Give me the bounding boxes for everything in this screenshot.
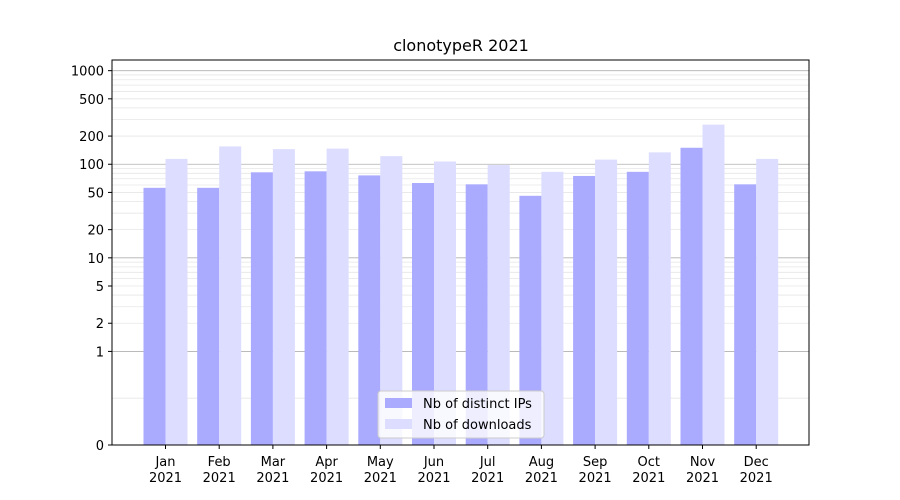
bar-downloads — [165, 158, 188, 446]
legend-label-distinct-ips: Nb of distinct IPs — [423, 397, 532, 412]
x-tick-label-month: Mar — [261, 455, 286, 470]
x-tick-label-month: Oct — [638, 455, 660, 470]
bar-downloads — [380, 156, 403, 445]
legend-swatch-distinct-ips — [385, 398, 412, 408]
x-tick-label-year: 2021 — [203, 471, 236, 486]
y-tick-label: 5 — [96, 280, 104, 295]
x-tick-label-month: Dec — [744, 455, 769, 470]
bar-downloads — [272, 149, 295, 445]
bar-downloads — [595, 159, 618, 445]
bar-downloads — [219, 146, 242, 446]
bar-downloads — [702, 124, 725, 445]
y-tick-label: 50 — [87, 186, 104, 201]
x-tick-label-year: 2021 — [417, 471, 450, 486]
x-tick-label-year: 2021 — [525, 471, 558, 486]
x-tick-label-year: 2021 — [364, 471, 397, 486]
bar-downloads — [487, 165, 510, 445]
bar-distinct-ips — [143, 187, 166, 445]
legend-swatch-downloads — [385, 419, 412, 429]
legend: Nb of distinct IPs Nb of downloads — [377, 390, 545, 439]
y-tick-label: 200 — [79, 130, 104, 145]
y-tick-label: 100 — [79, 158, 104, 173]
y-tick-label: 1000 — [71, 65, 104, 80]
legend-box — [377, 390, 545, 439]
x-tick-label-month: Jun — [423, 455, 444, 470]
bar-distinct-ips — [412, 183, 434, 446]
bar-distinct-ips — [358, 175, 381, 445]
x-tick-label-month: Apr — [315, 455, 338, 470]
chart-title: clonotypeR 2021 — [393, 36, 529, 55]
x-tick-label-month: May — [367, 455, 394, 470]
x-tick-label-year: 2021 — [310, 471, 343, 486]
bar-distinct-ips — [250, 172, 273, 446]
x-tick-label-month: Feb — [208, 455, 231, 470]
x-tick-label-month: Sep — [583, 455, 608, 470]
x-tick-label-month: Jan — [154, 455, 175, 470]
y-axis: 0 1 2 5 10 20 50 100 200 500 1000 — [71, 65, 112, 454]
x-tick-label-year: 2021 — [149, 471, 182, 486]
x-tick-label-month: Jul — [479, 455, 496, 470]
bar-downloads — [756, 158, 779, 446]
bar-downloads — [541, 171, 564, 445]
x-tick-label-year: 2021 — [740, 471, 773, 486]
x-tick-label-year: 2021 — [686, 471, 719, 486]
bar-distinct-ips — [304, 171, 327, 445]
bar-downloads — [434, 161, 456, 445]
y-tick-label: 0 — [96, 439, 104, 454]
bar-distinct-ips — [734, 184, 757, 445]
plot-area-frame — [111, 59, 810, 446]
bar-distinct-ips — [519, 195, 542, 445]
bar-downloads — [326, 148, 349, 445]
y-tick-label: 2 — [96, 317, 104, 332]
bar-distinct-ips — [465, 184, 488, 445]
bar-distinct-ips — [680, 147, 703, 445]
x-tick-label-year: 2021 — [579, 471, 612, 486]
x-tick-label-month: Nov — [690, 455, 716, 470]
x-tick-label-month: Aug — [529, 455, 554, 470]
y-tick-label: 20 — [87, 224, 104, 239]
bar-downloads — [648, 152, 671, 445]
x-tick-label-year: 2021 — [632, 471, 665, 486]
y-tick-label: 1 — [96, 345, 104, 360]
x-axis: Jan2021Feb2021Mar2021Apr2021May2021Jun20… — [149, 445, 773, 486]
bars — [143, 124, 779, 446]
x-tick-label-year: 2021 — [256, 471, 289, 486]
legend-label-downloads: Nb of downloads — [423, 418, 532, 433]
y-tick-label: 10 — [87, 252, 104, 267]
bar-distinct-ips — [197, 187, 220, 445]
y-tick-label: 500 — [79, 93, 104, 108]
bar-distinct-ips — [626, 171, 649, 445]
x-tick-label-year: 2021 — [471, 471, 504, 486]
bar-distinct-ips — [573, 175, 596, 445]
